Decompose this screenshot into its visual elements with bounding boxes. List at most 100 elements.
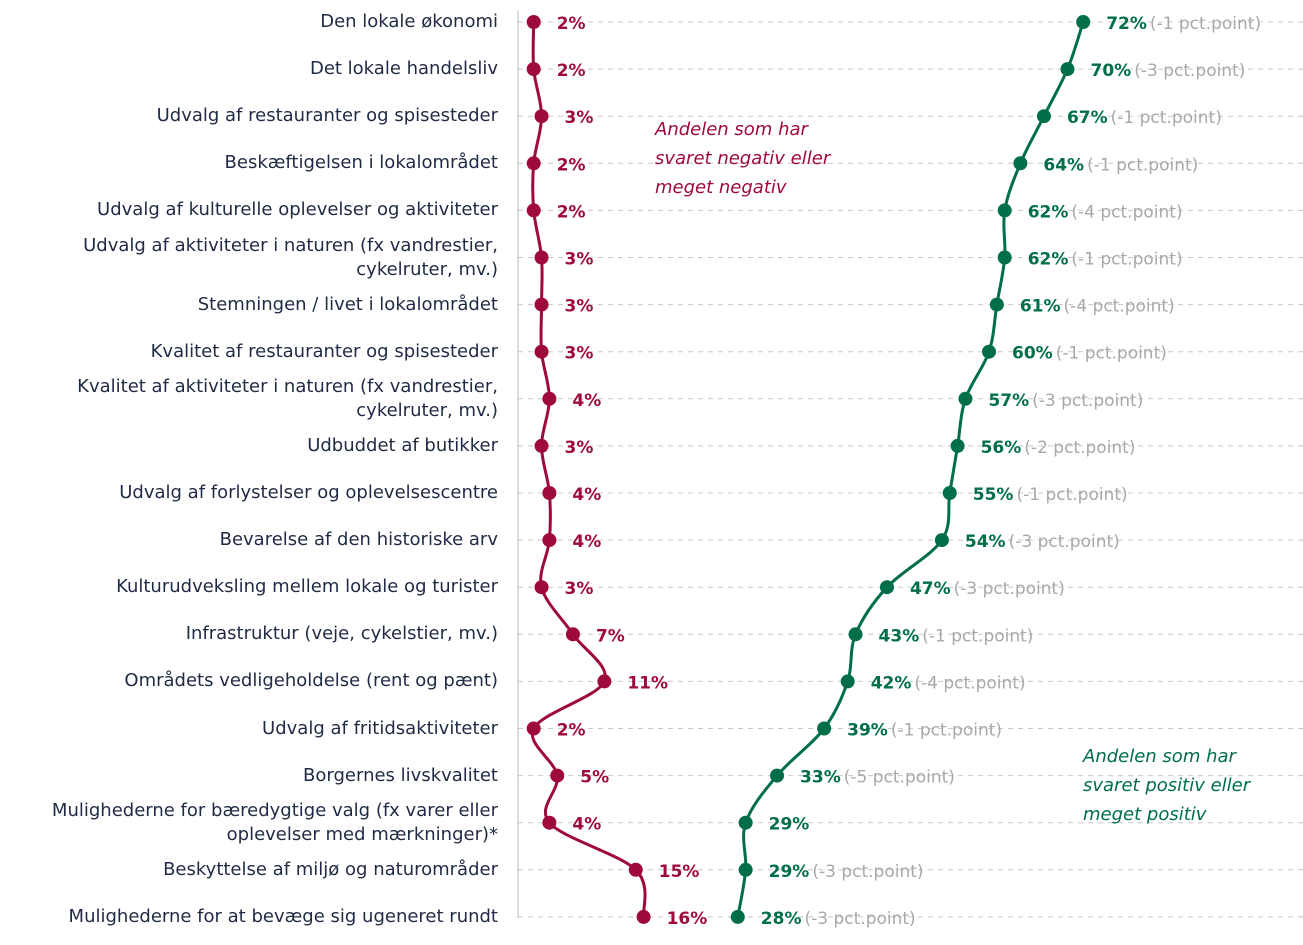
value-label: 29% <box>769 815 810 835</box>
data-label: 62% (-4 pct.point) <box>1028 202 1183 222</box>
value-label: 2% <box>557 14 586 34</box>
point <box>542 391 557 406</box>
data-label: 54% (-3 pct.point) <box>965 532 1120 552</box>
value-label: 47% <box>910 579 951 599</box>
point <box>526 15 541 29</box>
point <box>840 674 855 689</box>
point <box>997 203 1012 218</box>
data-label: 3% <box>565 297 594 317</box>
category-label: Kvalitet af aktiviteter i naturen (fx va… <box>77 375 498 421</box>
data-label: 61% (-4 pct.point) <box>1020 297 1175 317</box>
change-label: (-3 pct.point) <box>812 862 923 882</box>
category-label: Mulighederne for bæredygtige valg (fx va… <box>51 799 498 845</box>
value-label: 29% <box>769 862 810 882</box>
data-label: 3% <box>565 344 594 364</box>
data-label: 16% <box>667 909 708 929</box>
value-label: 33% <box>800 768 841 788</box>
value-label: 64% <box>1043 155 1084 175</box>
value-label: 62% <box>1028 250 1069 270</box>
value-label: 70% <box>1091 61 1132 81</box>
data-label: 2% <box>557 155 586 175</box>
point <box>958 391 973 406</box>
point <box>730 909 745 924</box>
value-label: 16% <box>667 909 708 929</box>
point <box>934 533 949 548</box>
point <box>989 297 1004 312</box>
category-label: Udvalg af aktiviteter i naturen (fx vand… <box>83 234 498 280</box>
category-label: Beskyttelse af miljø og naturområder <box>163 858 498 880</box>
annotation: svaret positiv eller <box>1083 775 1252 796</box>
value-label: 28% <box>761 909 802 929</box>
value-label: 3% <box>565 108 594 128</box>
annotation: Andelen som har <box>1082 746 1238 767</box>
category-label: Områdets vedligeholdelse (rent og pænt) <box>124 670 498 692</box>
point <box>982 344 996 359</box>
point <box>526 156 541 171</box>
change-label: (-3 pct.point) <box>805 909 916 929</box>
data-label: 60% (-1 pct.point) <box>1012 344 1167 364</box>
data-label: 4% <box>572 391 601 411</box>
category-label: Borgernes livskvalitet <box>303 764 498 786</box>
point <box>879 580 894 595</box>
point <box>848 627 863 642</box>
category-label: Mulighederne for at bevæge sig ugeneret … <box>68 905 498 927</box>
point <box>950 438 965 453</box>
point <box>534 438 549 453</box>
data-label: 72% (-1 pct.point) <box>1106 14 1261 34</box>
point <box>738 862 753 877</box>
change-label: (-1 pct.point) <box>1016 485 1127 505</box>
value-label: 60% <box>1012 344 1053 364</box>
annotation: svaret negativ eller <box>655 148 832 169</box>
data-label: 3% <box>565 250 594 270</box>
change-label: (-5 pct.point) <box>844 768 955 788</box>
value-label: 39% <box>847 721 888 741</box>
point <box>526 721 541 736</box>
value-label: 42% <box>871 673 912 693</box>
data-label: 7% <box>596 626 625 646</box>
data-label: 29% (-3 pct.point) <box>769 862 924 882</box>
value-label: 3% <box>565 250 594 270</box>
change-label: (-4 pct.point) <box>1071 202 1182 222</box>
data-label: 70% (-3 pct.point) <box>1091 61 1246 81</box>
data-label: 3% <box>565 108 594 128</box>
category-label: Udbuddet af butikker <box>307 434 498 456</box>
point <box>770 768 785 783</box>
change-label: (-1 pct.point) <box>1087 155 1198 175</box>
change-label: (-1 pct.point) <box>922 626 1033 646</box>
annotation: meget positiv <box>1083 804 1207 825</box>
category-label: Beskæftigelsen i lokalområdet <box>224 152 498 174</box>
value-label: 62% <box>1028 202 1069 222</box>
value-label: 67% <box>1067 108 1108 128</box>
value-label: 15% <box>659 862 700 882</box>
data-label: 5% <box>580 768 609 788</box>
point <box>542 486 557 500</box>
value-label: 3% <box>565 297 594 317</box>
data-label: 64% (-1 pct.point) <box>1043 155 1198 175</box>
value-label: 11% <box>627 673 668 693</box>
change-label: (-1 pct.point) <box>891 721 1002 741</box>
value-label: 72% <box>1106 14 1147 34</box>
point <box>942 486 957 500</box>
category-label: Stemningen / livet i lokalområdet <box>197 293 498 315</box>
point <box>526 62 541 77</box>
data-label: 3% <box>565 438 594 458</box>
data-label: 15% <box>659 862 700 882</box>
change-label: (-3 pct.point) <box>1134 61 1245 81</box>
point <box>1076 15 1091 29</box>
point <box>636 909 651 924</box>
value-label: 4% <box>572 485 601 505</box>
point <box>542 533 557 548</box>
category-label: Udvalg af kulturelle oplevelser og aktiv… <box>97 199 498 221</box>
data-label: 55% (-1 pct.point) <box>973 485 1128 505</box>
point <box>526 203 541 218</box>
data-label: 67% (-1 pct.point) <box>1067 108 1222 128</box>
point <box>565 627 580 642</box>
data-label: 2% <box>557 14 586 34</box>
change-label: (-4 pct.point) <box>1064 297 1175 317</box>
data-label: 33% (-5 pct.point) <box>800 768 955 788</box>
data-label: 28% (-3 pct.point) <box>761 909 916 929</box>
value-label: 3% <box>565 438 594 458</box>
point <box>628 862 643 877</box>
